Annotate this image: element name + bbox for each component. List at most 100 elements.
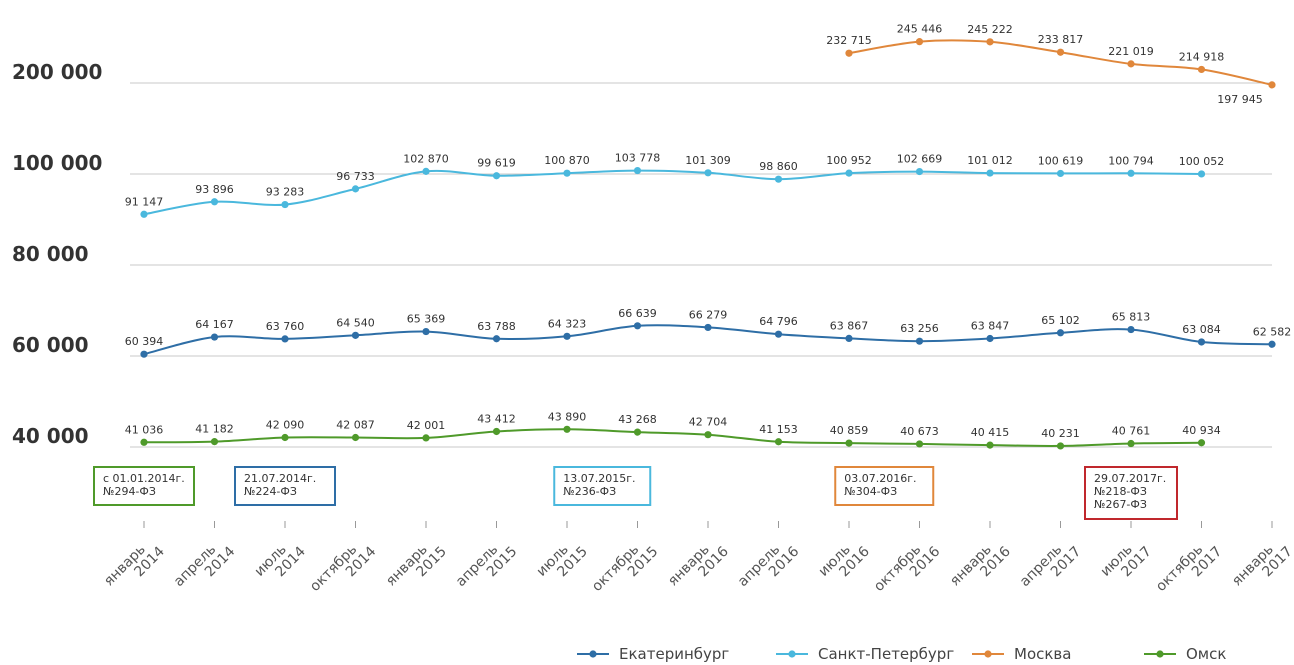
data-label: 99 619 (477, 157, 516, 170)
x-tick-label: октябрь2015 (589, 533, 661, 605)
x-tick-label: январь2015 (383, 533, 450, 600)
data-label: 102 669 (897, 153, 943, 166)
data-point (986, 441, 994, 449)
data-label: 40 673 (900, 425, 939, 438)
data-point (281, 335, 289, 343)
data-label: 63 847 (971, 319, 1010, 332)
data-point (1197, 439, 1206, 447)
x-tick-label: январь2014 (101, 533, 168, 600)
data-point (1127, 60, 1135, 68)
legend-item: Екатеринбург (577, 645, 729, 663)
data-label: 197 945 (1217, 93, 1263, 106)
data-point (140, 210, 148, 218)
data-label: 42 001 (407, 419, 446, 432)
data-point (210, 198, 219, 206)
data-label: 64 540 (336, 316, 375, 329)
data-label: 65 813 (1112, 311, 1151, 324)
annotation-text: №294-ФЗ (103, 485, 156, 498)
data-point (563, 332, 571, 340)
annotation-text: №218-ФЗ (1094, 485, 1147, 498)
data-point (1268, 81, 1276, 89)
legend-swatch-dot (788, 650, 796, 658)
data-label: 41 182 (195, 423, 234, 436)
legend-item: Омск (1144, 645, 1226, 663)
legend-item: Москва (972, 645, 1071, 663)
annotation-text: с 01.01.2014г. (103, 472, 185, 485)
data-label: 245 222 (967, 23, 1013, 36)
data-point (845, 439, 853, 447)
data-label: 98 860 (759, 160, 798, 173)
data-label: 41 036 (125, 423, 164, 436)
data-label: 65 369 (407, 313, 446, 326)
legend-item: Санкт-Петербург (776, 645, 954, 663)
legend-swatch-dot (589, 650, 597, 658)
data-point (845, 169, 853, 177)
data-point (774, 330, 783, 338)
data-label: 40 761 (1112, 425, 1151, 438)
data-point (422, 167, 430, 175)
x-tick-label: апрель2017 (1017, 533, 1084, 600)
data-point (351, 331, 360, 339)
data-label: 63 760 (266, 320, 305, 333)
data-point (1056, 48, 1065, 56)
data-label: 93 283 (266, 186, 305, 199)
data-label: 42 704 (689, 416, 728, 429)
annotation-text: 13.07.2015г. (563, 472, 635, 485)
y-tick-label: 60 000 (12, 333, 89, 357)
data-point (563, 425, 571, 433)
data-label: 64 323 (548, 317, 587, 330)
annotation-box: с 01.01.2014г.№294-ФЗ (93, 466, 195, 506)
data-point (704, 169, 712, 177)
data-point (492, 172, 501, 180)
grid-lines (130, 82, 1272, 448)
data-point (1197, 65, 1206, 74)
data-label: 63 256 (900, 322, 939, 335)
annotation-frame (234, 466, 336, 506)
data-point (633, 322, 642, 330)
legend-label: Москва (1014, 645, 1071, 663)
data-label: 40 859 (830, 424, 869, 437)
data-label: 93 896 (195, 183, 234, 196)
data-point (1197, 338, 1206, 346)
data-point (281, 433, 289, 442)
data-point (986, 334, 994, 343)
y-tick-label: 40 000 (12, 424, 89, 448)
series-line (143, 428, 1202, 447)
x-tick-label: июль2016 (816, 533, 873, 590)
annotation-text: №236-ФЗ (563, 485, 616, 498)
data-point (986, 169, 994, 177)
data-point (492, 427, 501, 436)
data-point (351, 185, 360, 193)
annotation-box: 13.07.2015г.№236-ФЗ (553, 466, 652, 506)
data-point (915, 440, 924, 448)
data-label: 66 639 (618, 307, 657, 320)
data-point (1127, 325, 1135, 334)
legend-label: Екатеринбург (619, 645, 729, 663)
data-label: 214 918 (1179, 50, 1225, 63)
data-label: 101 012 (967, 154, 1013, 167)
data-point (845, 49, 853, 57)
data-label: 64 796 (759, 315, 798, 328)
data-label: 63 867 (830, 319, 869, 332)
data-label: 63 084 (1182, 323, 1221, 336)
data-label: 43 268 (618, 413, 657, 426)
data-point (845, 334, 853, 343)
x-tick-label: январь2017 (1229, 533, 1294, 600)
data-label: 100 619 (1038, 154, 1084, 167)
legend: Екатеринбург Санкт-Петербург Москва Омск (577, 645, 1226, 663)
data-point (1056, 329, 1065, 337)
series-group: 60 394 64 167 63 760 64 540 65 369 63 788 64 3… (125, 23, 1291, 450)
x-tick-label: июль2017 (1098, 533, 1155, 590)
data-label: 64 167 (195, 318, 234, 331)
data-point (704, 323, 712, 332)
annotation-frame (834, 466, 935, 506)
x-tick-label: январь2016 (947, 533, 1014, 600)
law-annotations: с 01.01.2014г.№294-ФЗ 21.07.2014г.№224-ФЗ… (93, 466, 1178, 520)
data-point (704, 431, 712, 439)
annotation-frame (1084, 466, 1178, 520)
data-point (210, 333, 219, 341)
data-point (140, 438, 148, 446)
data-label: 43 890 (548, 410, 587, 423)
